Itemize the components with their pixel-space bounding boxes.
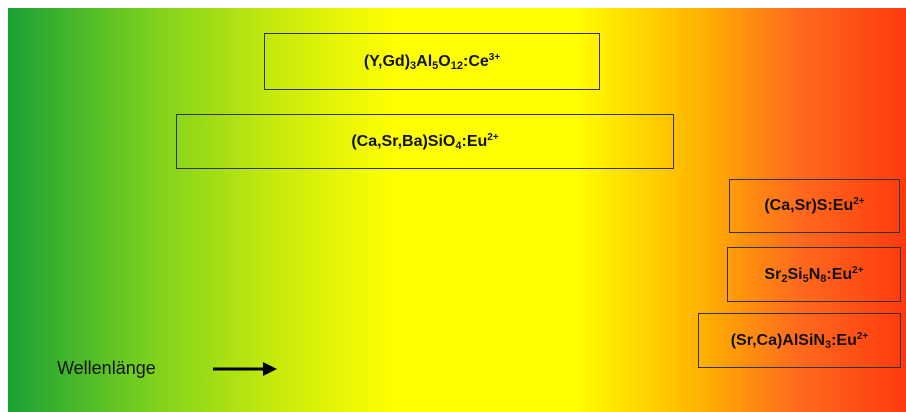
wavelength-axis-label: Wellenlänge [57, 358, 156, 378]
phosphor-formula-sulfide: (Ca,Sr)S:Eu2+ [764, 196, 865, 215]
arrow-right-icon [213, 362, 277, 376]
phosphor-formula-nitride-258: Sr2Si5N8:Eu2+ [764, 264, 864, 285]
phosphor-formula-casn: (Sr,Ca)AlSiN3:Eu2+ [730, 330, 869, 351]
phosphor-formula-yag: (Y,Gd)3Al5O12:Ce3+ [363, 51, 501, 72]
phosphor-formula-orthosilicate: (Ca,Sr,Ba)SiO4:Eu2+ [351, 131, 499, 152]
phosphor-box-casn: (Sr,Ca)AlSiN3:Eu2+ [698, 313, 901, 368]
wavelength-spectrum-background [8, 8, 906, 412]
phosphor-box-orthosilicate: (Ca,Sr,Ba)SiO4:Eu2+ [176, 114, 674, 169]
phosphor-box-yag: (Y,Gd)3Al5O12:Ce3+ [264, 33, 600, 90]
phosphor-box-nitride-258: Sr2Si5N8:Eu2+ [727, 247, 901, 302]
phosphor-box-sulfide: (Ca,Sr)S:Eu2+ [729, 179, 900, 233]
